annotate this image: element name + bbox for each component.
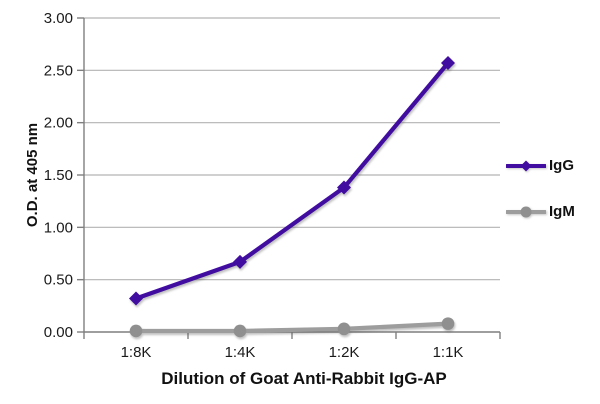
legend-diamond-marker <box>520 160 532 171</box>
legend-circle-marker <box>520 206 532 217</box>
igg-line <box>133 60 451 301</box>
circle-marker <box>233 324 247 338</box>
circle-marker <box>129 324 143 338</box>
diamond-marker <box>441 56 455 71</box>
circle-marker <box>337 322 351 336</box>
igg-swatch-icon <box>506 160 546 171</box>
legend-label-igg: IgG <box>549 157 574 174</box>
y-axis-title: O.D. at 405 nm <box>24 122 41 228</box>
x-category-label: 1:8K <box>121 344 152 361</box>
legend-item-igm: IgM <box>506 203 575 220</box>
y-tick-label: 1.50 <box>44 167 73 184</box>
x-category-label: 1:1K <box>433 344 464 361</box>
diamond-marker <box>337 180 351 195</box>
y-tick-label: 0.00 <box>44 324 73 341</box>
x-category-label: 1:4K <box>225 344 256 361</box>
igg-series <box>129 56 455 306</box>
y-tick-label: 2.00 <box>44 115 73 132</box>
circle-marker <box>441 317 455 330</box>
igm-line <box>133 321 451 334</box>
legend-item-igg: IgG <box>506 157 575 174</box>
legend: IgG IgM <box>506 157 575 220</box>
y-tick-label: 3.00 <box>44 10 73 27</box>
igm-series <box>129 317 455 338</box>
diamond-marker <box>233 254 247 269</box>
x-axis-title: Dilution of Goat Anti-Rabbit IgG-AP <box>161 369 447 388</box>
igm-swatch-icon <box>506 206 546 217</box>
y-tick-label: 0.50 <box>44 272 73 289</box>
x-category-label: 1:2K <box>329 344 360 361</box>
y-tick-label: 1.00 <box>44 219 73 236</box>
legend-label-igm: IgM <box>549 203 575 220</box>
diamond-marker <box>129 291 143 306</box>
y-tick-label: 2.50 <box>44 62 73 79</box>
